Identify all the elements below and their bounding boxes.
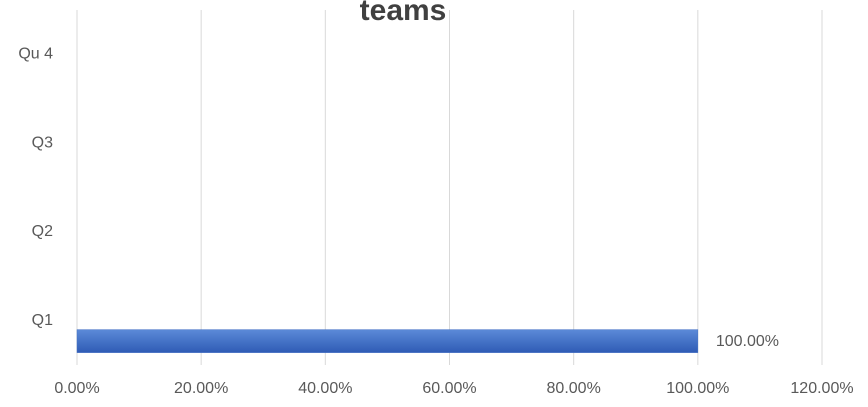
x-tick-label: 40.00% (298, 380, 352, 397)
x-tick-label: 0.00% (54, 380, 99, 397)
y-tick-label: Q2 (32, 223, 53, 240)
y-tick-label: Q3 (32, 134, 53, 151)
x-tick-label: 60.00% (422, 380, 476, 397)
x-tick-label: 100.00% (666, 380, 729, 397)
x-tick-label: 80.00% (547, 380, 601, 397)
y-tick-label: Q1 (32, 312, 53, 329)
bar (76, 329, 699, 353)
data-label: 100.00% (716, 333, 779, 350)
chart-title: teams (360, 0, 447, 27)
x-tick-label: 20.00% (174, 380, 228, 397)
x-tick-label: 120.00% (790, 380, 853, 397)
y-tick-label: Qu 4 (18, 46, 53, 63)
